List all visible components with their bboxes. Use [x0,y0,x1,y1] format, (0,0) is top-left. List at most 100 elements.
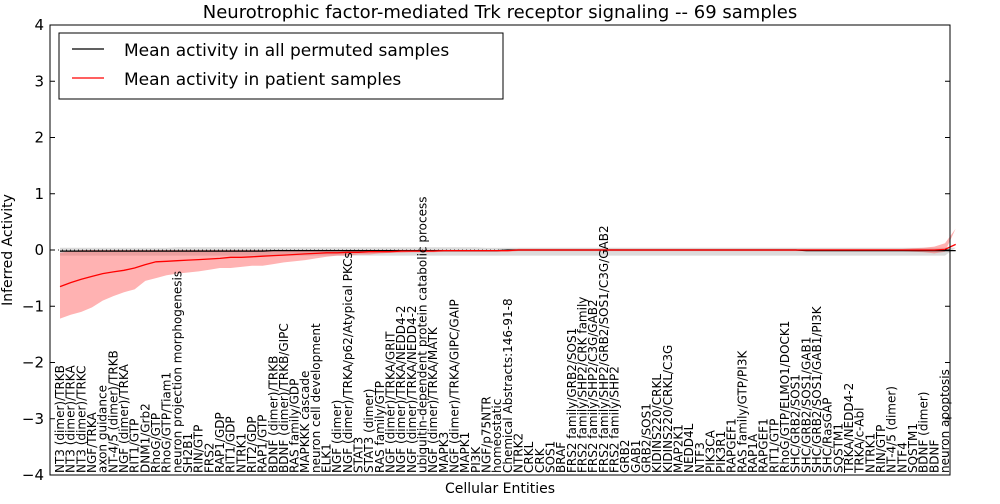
y-tick-label: 1 [34,185,44,203]
patient-mean-line [59,243,956,288]
y-tick-label: 4 [34,16,44,34]
y-axis-label: Inferred Activity [0,194,16,306]
x-tick-label: PIK3R1 [714,431,728,473]
x-tick-label: FRS2 family/SHP2/C3G/GAB2 [586,299,600,473]
x-tick-label: SHC/GRB2/SOS1/GAB1 [799,337,813,473]
x-tick-label: BDNF [927,440,941,473]
x-tick-label: MAPK1 [458,432,472,473]
y-tick-label: −1 [22,297,44,315]
x-tick-label: RAS family/GDP [288,379,302,473]
x-tick-label: SHC/RasGAP [821,398,835,474]
x-tick-label: NTRK2 [512,433,526,473]
x-axis-label: Cellular Entities [445,481,555,497]
x-tick-label: MAP2K1 [671,424,685,473]
y-tick-label: −4 [22,466,44,484]
y-tick-label: 0 [34,241,44,259]
x-tick-label: NT-4/5 (dimer)/TRKB [106,350,120,473]
x-tick-label: FRS2 family/GRB2/SOS1 [565,328,579,473]
x-tick-label: MAPK3 [437,432,451,473]
x-tick-label: FRS2 family/SHP2 [608,366,622,473]
x-tick-label: RAPGEF1 [757,418,771,473]
legend-label-permuted: Mean activity in all permuted samples [124,41,449,61]
x-tick-label: SOS1 [544,441,558,473]
x-tick-label: RAP1/GTP [256,415,270,473]
x-tick-label: NGF (dimer)/TRKA/NEDD4-2 [405,305,419,473]
x-tick-label: NT3 (dimer)/TRKC [74,366,88,473]
x-tick-label: homeostatic [490,399,504,473]
x-tick-label: CRK [533,447,547,473]
x-tick-label: BDNF (dimer)/TRKB/GIPC [277,323,291,473]
x-tick-label: BDNF (dimer) [917,392,931,474]
y-tick-label: −2 [22,354,44,372]
x-tick-label: RIN/GTP [874,425,888,473]
x-tick-label: RhoG/GTP/Tiam1 [160,372,174,473]
legend-label-patient: Mean activity in patient samples [124,70,401,90]
x-tick-label: KIDINS220/CRKL [650,374,664,473]
x-tick-label: KIDINS220/CRKL/C3G [661,345,675,473]
x-tick-label: RAS family/GTP/PI3K [735,350,749,473]
x-tick-label: SQSTM1 [831,423,845,473]
x-tick-label: axon guidance [96,385,110,473]
x-tick-label: NGF (dimer)/TRKA/NEDD4-2 [394,305,408,473]
x-tick-label: NTF3 [693,442,707,473]
x-tick-label: NT-4/5 (dimer) [885,386,899,473]
x-tick-label: SHC/GRB2/SOS1/GAB1/PI3K [810,305,824,473]
x-tick-label: NGF (dimer) [330,400,344,473]
x-tick-label: GAB1 [629,440,643,473]
x-tick-label: SHC/GRB2/SOS1 [789,374,803,473]
x-tick-label: STAT3 (dimer) [362,389,376,473]
x-tick-label: BRAF [554,442,568,473]
x-tick-label: DNM1/Grb2 [138,403,152,473]
x-tick-label: RIN/GTP [192,425,206,473]
chart-title: Neurotrophic factor-mediated Trk recepto… [203,2,797,23]
x-tick-label: RhoG/GTP [149,413,163,473]
x-tick-label: SQSTM1 [906,423,920,473]
x-tick-label: NGF/TRKA [85,411,99,473]
x-tick-label: NGF (dimer)/TRKA/GRIT [384,331,398,473]
x-tick-label: ubiquitin-dependent protein catabolic pr… [416,197,430,473]
x-tick-label: RAP1/GDP [213,412,227,473]
legend: Mean activity in all permuted samples Me… [58,32,504,100]
series-lines [59,243,956,288]
x-tick-label: neuron projection morphogenesis [170,271,184,473]
x-tick-label: RhoG/GTP/ELMO1/DOCK1 [778,321,792,473]
x-tick-label: TRKA/NEDD4-2 [842,383,856,474]
x-tick-label: NGF (dimer)/TRKA [117,363,131,473]
y-tick-label: −3 [22,410,44,428]
legend-box [58,32,504,100]
x-tick-label: NGF/p75NTR [480,396,494,473]
x-tick-label: RIT1/GTP [128,419,142,473]
x-tick-label: PIK3CA [703,429,717,473]
x-tick-label: CRKL [522,441,536,473]
x-tick-label: NGF (dimer)/TRKA/MATK [426,326,440,473]
x-tick-label: NT3 (dimer)/TRKA [64,365,78,473]
x-tick-label: RIT1/GTP [767,419,781,473]
x-tick-label: FRS2 [202,443,216,474]
x-tick-label: TRKA/c-Abl [853,408,867,474]
x-tick-label: NGF (dimer)/TRKA/GIPC/GAIP [448,299,462,473]
x-tick-label: FRS2 family/SHP2/GRB2/SOS1/C3G/GAB2 [597,225,611,473]
x-tick-label: NTRK1 [863,433,877,473]
x-tick-label: MAPKKK cascade [298,371,312,473]
x-tick-label: BDNF (dimer)/TRKB [266,356,280,473]
x-tick-label: neuron cell development [309,323,323,473]
x-tick-label: FRS2 family/SHP2/CRK family [576,297,590,473]
x-tick-label: ELK1 [320,443,334,473]
x-tick-label: SH2B1 [181,433,195,473]
x-tick-label: GRB2 [618,439,632,473]
x-tick-label: NTRK1 [234,433,248,473]
y-axis-ticks: −4 −3 −2 −1 0 1 2 3 4 [22,16,950,484]
x-tick-label: NGF (dimer)/TRKA/p62/Atypical PKCs [341,252,355,473]
x-tick-label: Chemical Abstracts:146-91-8 [501,298,515,473]
x-tick-label: STAT3 [352,437,366,473]
x-tick-label: RAPGEF1 [725,418,739,473]
y-tick-label: 3 [34,72,44,90]
permuted-band [60,247,956,256]
x-tick-label: RIT1/GDP [224,416,238,473]
x-tick-label: NTF4 [895,442,909,473]
x-tick-label: GRB2/SOS1 [639,403,653,473]
x-tick-label: PI3K [469,446,483,473]
x-tick-label: NT3 (dimer)/TRKB [53,365,67,473]
